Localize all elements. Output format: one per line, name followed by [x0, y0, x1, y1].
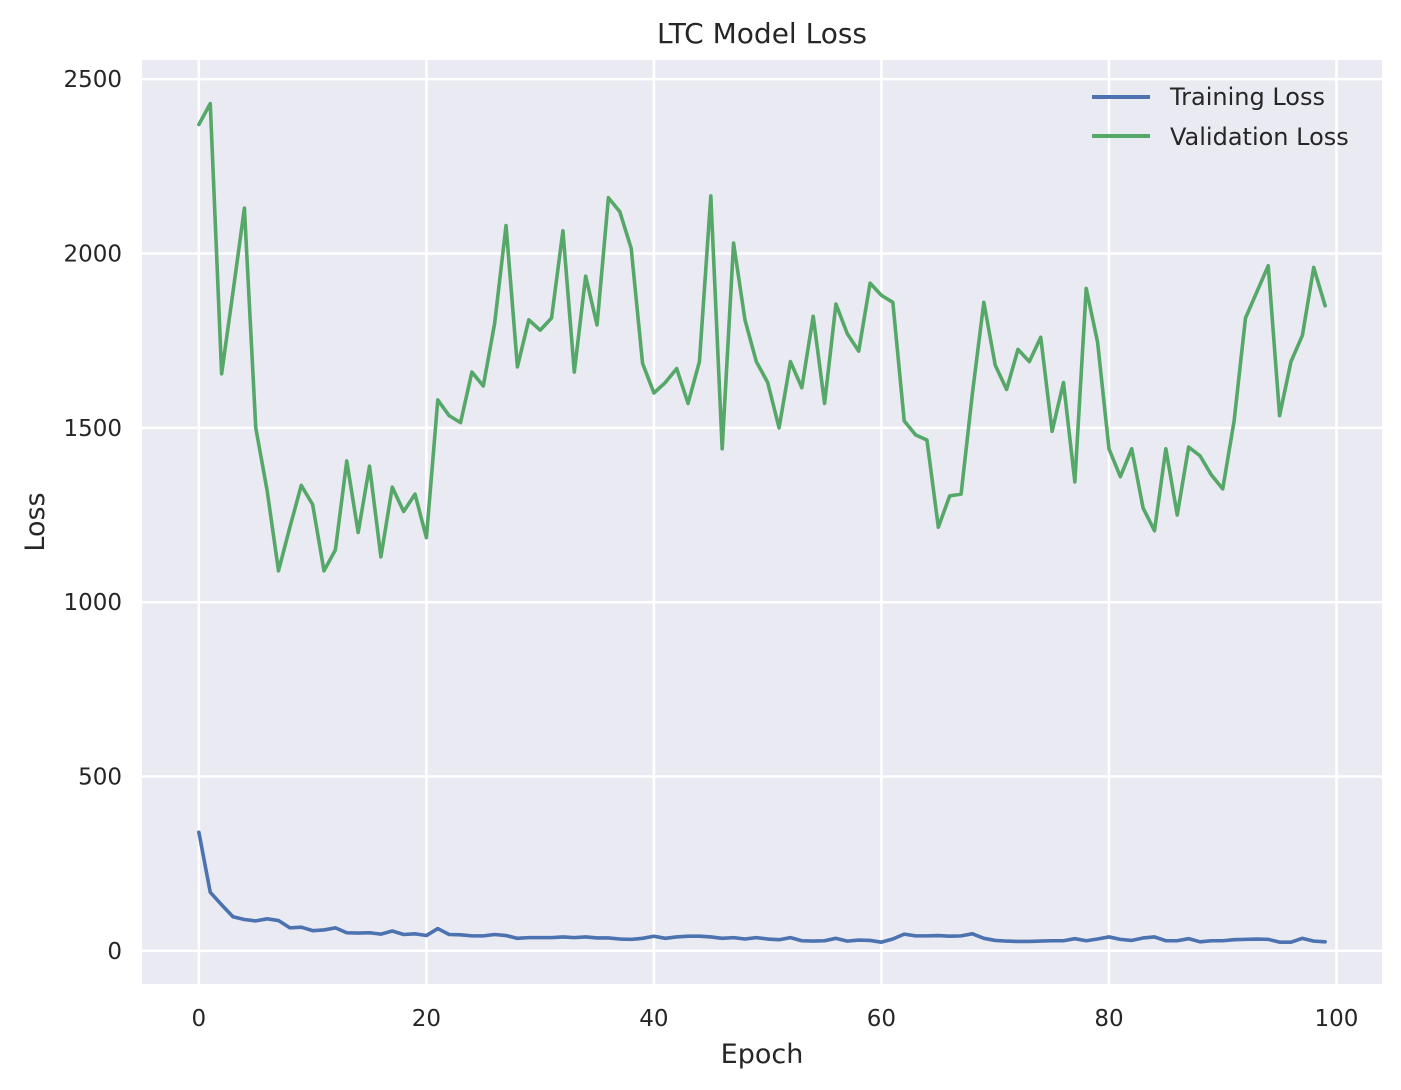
y-tick-label: 1000: [63, 590, 122, 616]
series-layer: [197, 101, 1327, 944]
legend: Training Loss Validation Loss: [1092, 83, 1349, 151]
y-tick-label: 500: [78, 765, 122, 791]
plot-background: [142, 60, 1382, 984]
x-tick-label: 20: [412, 1006, 441, 1032]
x-tick-label: 100: [1315, 1006, 1359, 1032]
legend-label-training: Training Loss: [1169, 83, 1325, 111]
y-tick-label: 2500: [63, 67, 122, 93]
y-tick-label: 1500: [63, 416, 122, 442]
x-axis-title: Epoch: [721, 1039, 804, 1070]
x-tick-label: 80: [1094, 1006, 1123, 1032]
x-tick-label: 40: [639, 1006, 668, 1032]
legend-label-validation: Validation Loss: [1170, 123, 1349, 151]
x-tick-label: 60: [867, 1006, 896, 1032]
y-tick-labels: 0 500 1000 1500 2000 2500: [63, 67, 122, 965]
y-axis-title: Loss: [20, 492, 51, 551]
series-line-training-loss: [197, 830, 1327, 944]
series-line-validation-loss: [197, 101, 1327, 573]
y-tick-label: 2000: [63, 242, 122, 268]
x-tick-label: 0: [192, 1006, 207, 1032]
y-tick-label: 0: [107, 939, 122, 965]
chart-title: LTC Model Loss: [657, 17, 867, 50]
grid-lines: [142, 60, 1382, 984]
x-tick-labels: 0 20 40 60 80 100: [192, 1006, 1359, 1032]
